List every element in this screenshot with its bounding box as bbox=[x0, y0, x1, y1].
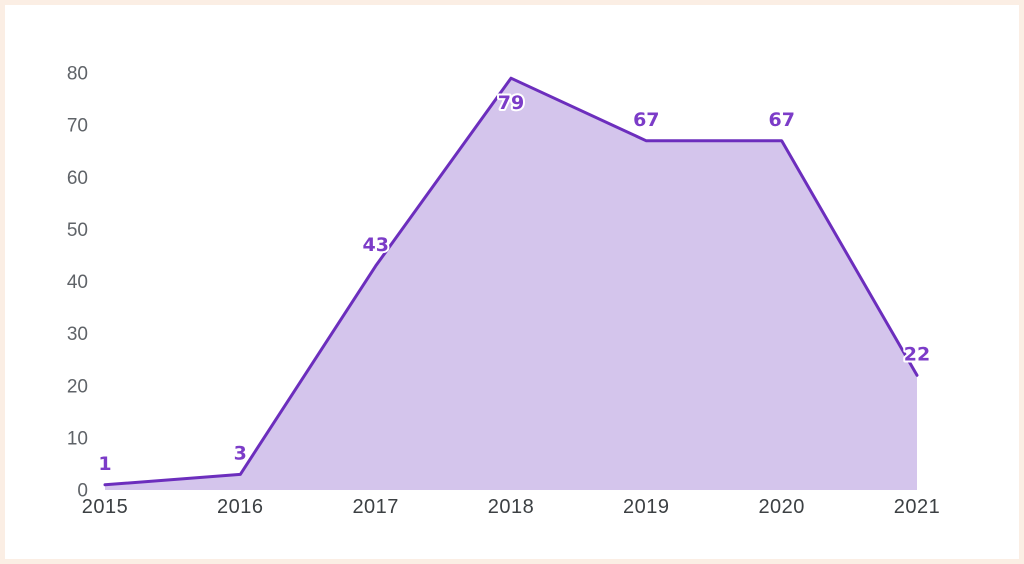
x-tick-label-2020: 2020 bbox=[758, 496, 805, 518]
x-tick-label-2018: 2018 bbox=[488, 496, 535, 518]
x-tick-label-2015: 2015 bbox=[82, 496, 129, 518]
data-label-2018: 79 bbox=[498, 92, 524, 114]
y-tick-label-80: 80 bbox=[67, 64, 88, 85]
y-tick-label-0: 0 bbox=[77, 481, 88, 502]
y-tick-label-60: 60 bbox=[67, 168, 88, 189]
x-tick-label-2021: 2021 bbox=[894, 496, 941, 518]
data-label-2019: 67 bbox=[633, 109, 659, 131]
y-tick-label-10: 10 bbox=[67, 428, 88, 449]
data-label-2016: 3 bbox=[234, 442, 247, 464]
x-tick-label-2017: 2017 bbox=[352, 496, 399, 518]
y-tick-label-40: 40 bbox=[67, 272, 88, 293]
trend-line bbox=[103, 76, 919, 487]
x-tick-label-2019: 2019 bbox=[623, 496, 670, 518]
y-tick-label-70: 70 bbox=[67, 116, 88, 137]
y-tick-label-50: 50 bbox=[67, 220, 88, 241]
data-label-2021: 22 bbox=[904, 343, 930, 365]
data-label-2020: 67 bbox=[768, 109, 794, 131]
y-tick-label-20: 20 bbox=[67, 376, 88, 397]
data-label-2017: 43 bbox=[362, 234, 388, 256]
area-fill bbox=[105, 78, 917, 490]
y-tick-label-30: 30 bbox=[67, 324, 88, 345]
x-tick-label-2016: 2016 bbox=[217, 496, 264, 518]
data-label-2015: 1 bbox=[98, 453, 111, 475]
